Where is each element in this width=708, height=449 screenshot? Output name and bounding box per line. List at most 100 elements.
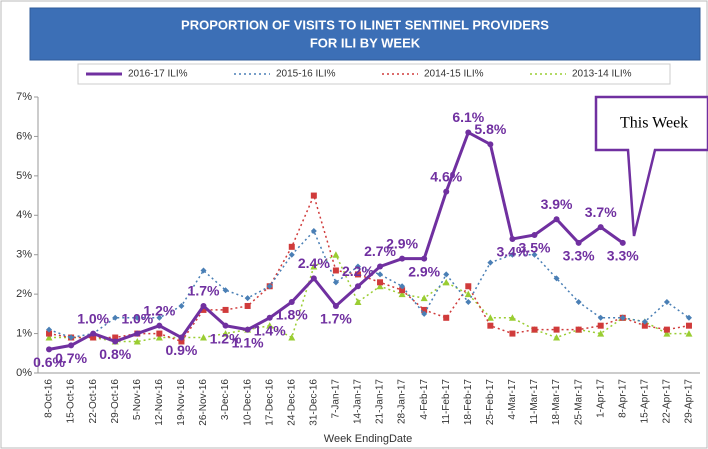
x-tick-label: 21-Jan-17 — [375, 379, 386, 424]
point — [641, 322, 648, 329]
y-tick-label: 0% — [16, 367, 32, 379]
point — [377, 263, 384, 270]
point — [90, 330, 97, 337]
x-tick-label: 29-Oct-16 — [110, 379, 121, 424]
x-tick-label: 11-Feb-17 — [441, 379, 452, 425]
point — [553, 334, 561, 341]
point — [443, 188, 450, 195]
point — [465, 283, 472, 290]
y-tick-label: 4% — [16, 209, 32, 221]
point — [487, 141, 494, 148]
point — [244, 326, 251, 333]
legend-label: 2014-15 ILI% — [424, 69, 484, 80]
point — [399, 287, 406, 294]
x-tick-label: 25-Feb-17 — [485, 379, 496, 426]
data-label: 6.1% — [452, 109, 484, 125]
point — [421, 306, 428, 313]
x-tick-label: 4-Mar-17 — [507, 379, 518, 420]
y-tick-label: 1% — [16, 327, 32, 339]
chart-title: FOR ILI BY WEEK — [310, 35, 421, 50]
point — [376, 282, 384, 290]
point — [553, 275, 560, 282]
x-tick-label: 3-Dec-16 — [220, 379, 231, 421]
point — [597, 314, 604, 321]
point — [553, 326, 560, 333]
data-label: 0.8% — [99, 346, 131, 362]
point — [420, 294, 428, 302]
point — [421, 255, 428, 262]
point — [487, 322, 494, 329]
point — [200, 334, 207, 341]
point — [354, 271, 361, 278]
x-tick-label: 12-Nov-16 — [154, 379, 165, 426]
legend-label: 2015-16 ILI% — [276, 69, 336, 80]
point — [68, 342, 75, 349]
data-label: 2.9% — [386, 235, 418, 251]
data-label: 1.7% — [320, 311, 352, 327]
point — [509, 251, 516, 258]
point — [597, 224, 604, 231]
point — [310, 192, 317, 199]
point — [509, 235, 516, 242]
point — [332, 302, 339, 309]
data-label: 2.7% — [364, 243, 396, 259]
point — [619, 239, 626, 246]
data-label: 1.7% — [188, 283, 220, 299]
point — [685, 314, 692, 321]
data-label: 3.7% — [585, 204, 617, 220]
point — [354, 283, 361, 290]
point — [442, 278, 450, 286]
point — [531, 326, 538, 333]
point — [486, 314, 494, 321]
point — [200, 302, 207, 309]
x-tick-label: 7-Jan-17 — [331, 379, 342, 419]
x-tick-label: 22-Apr-17 — [662, 379, 673, 424]
point — [399, 255, 406, 262]
point — [399, 283, 406, 290]
data-label: 2.2% — [342, 263, 374, 279]
x-tick-label: 28-Jan-17 — [397, 379, 408, 424]
point — [377, 271, 384, 278]
data-label: 1.0% — [77, 310, 109, 326]
point — [531, 251, 538, 258]
point — [266, 322, 274, 329]
point — [619, 314, 626, 321]
point — [222, 322, 229, 329]
point — [134, 330, 141, 337]
data-label: 3.3% — [607, 248, 639, 264]
y-tick-label: 2% — [16, 288, 32, 300]
x-tick-label: 1-Apr-17 — [595, 379, 606, 418]
data-label: 4.6% — [430, 168, 462, 184]
x-axis-title: Week EndingDate — [324, 433, 412, 445]
data-label: 0.7% — [55, 350, 87, 366]
legend-label: 2016-17 ILI% — [128, 69, 188, 80]
x-tick-label: 29-Apr-17 — [684, 379, 695, 424]
point — [288, 243, 295, 250]
point — [685, 322, 692, 329]
point — [310, 263, 318, 270]
x-tick-label: 10-Dec-16 — [242, 379, 253, 426]
point — [310, 275, 317, 282]
point — [222, 287, 229, 294]
legend-box — [77, 63, 671, 85]
point — [266, 314, 273, 321]
point — [354, 263, 361, 270]
x-tick-label: 25-Mar-17 — [573, 379, 584, 426]
point — [464, 290, 472, 298]
x-tick-label: 4-Feb-17 — [419, 379, 430, 420]
data-label: 1.4% — [254, 323, 286, 339]
point — [509, 330, 516, 337]
data-label: 0.6% — [33, 354, 65, 370]
point — [178, 302, 185, 309]
point — [112, 334, 119, 341]
x-tick-label: 26-Nov-16 — [198, 379, 209, 426]
x-tick-label: 19-Nov-16 — [176, 379, 187, 426]
point — [663, 326, 670, 333]
data-label: 1.2% — [143, 302, 175, 318]
point — [200, 267, 207, 274]
point — [112, 338, 119, 345]
legend-label: 2013-14 ILI% — [572, 69, 632, 80]
x-tick-label: 18-Mar-17 — [551, 379, 562, 426]
point — [310, 228, 317, 235]
